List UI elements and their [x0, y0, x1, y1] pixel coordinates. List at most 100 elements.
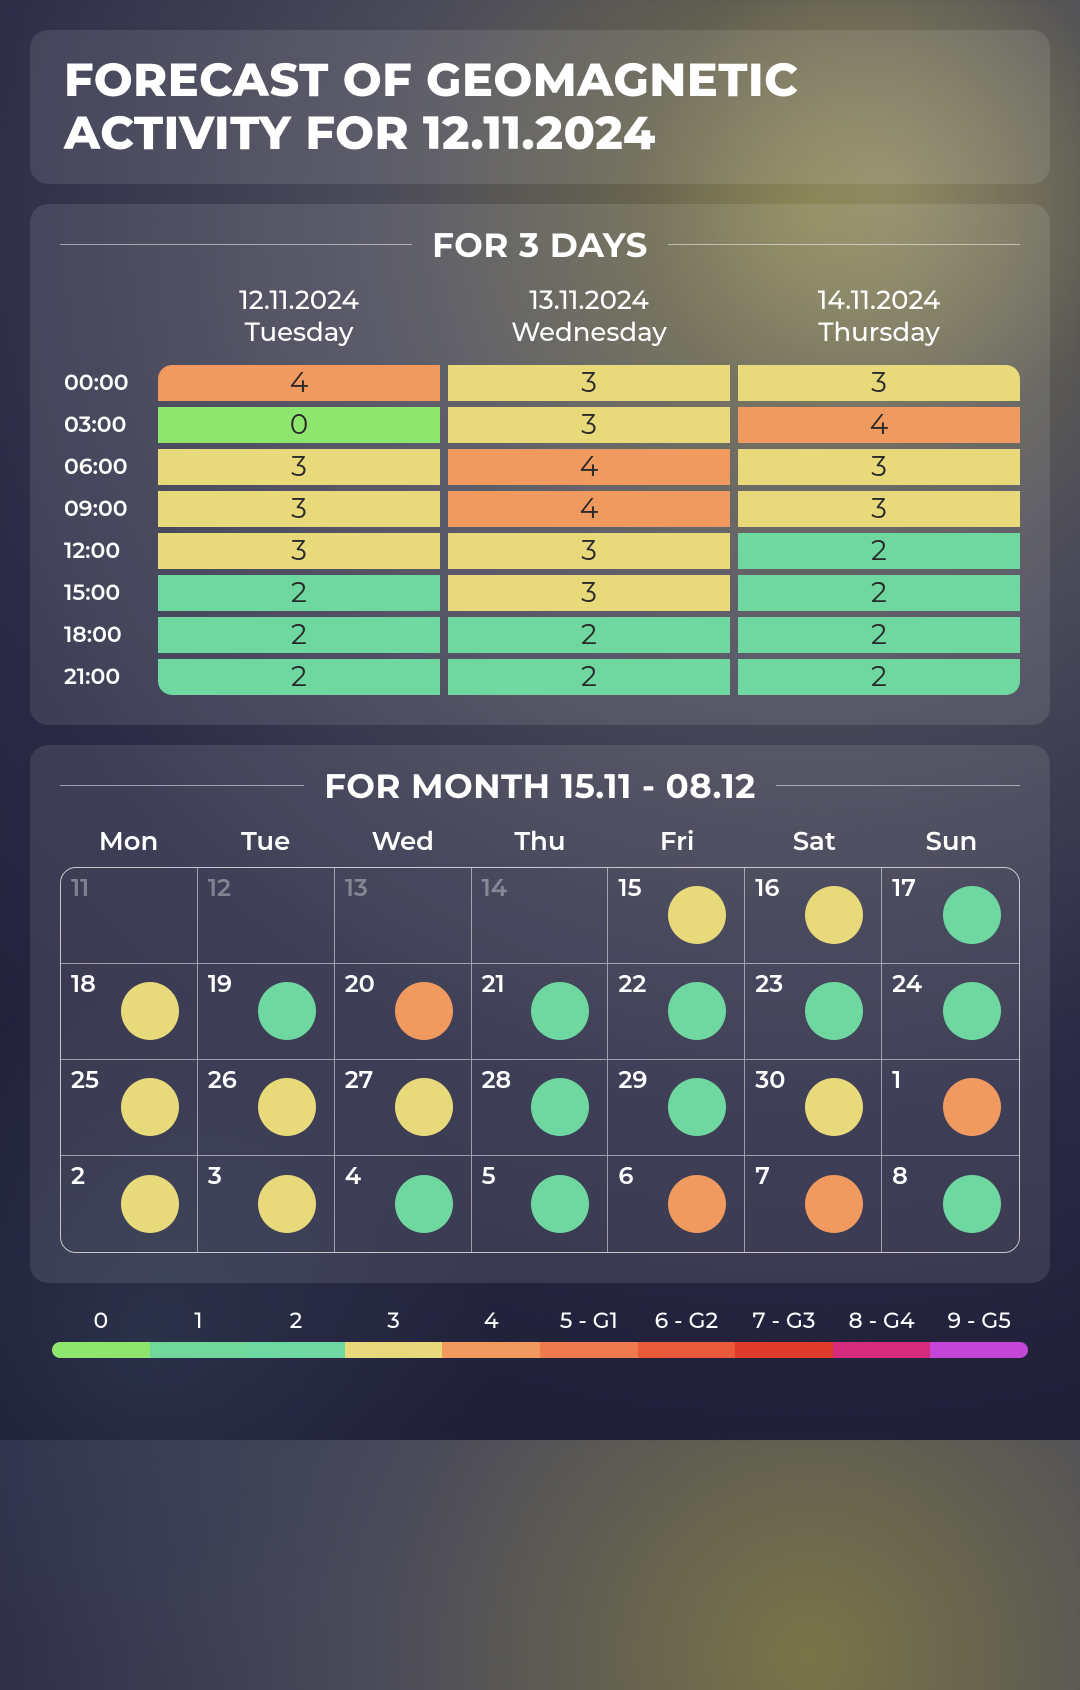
threeday-grid: 12.11.2024Tuesday13.11.2024Wednesday14.1…: [60, 284, 1020, 695]
calendar-grid: 1112131415161718192021222324252627282930…: [60, 867, 1020, 1253]
calendar-cell: 17: [882, 868, 1019, 964]
month-title: FOR MONTH 15.11 - 08.12: [324, 765, 756, 807]
activity-dot: [531, 1078, 589, 1136]
legend-label: 0: [52, 1307, 150, 1334]
calendar-day-number: 29: [618, 1066, 647, 1095]
kp-cell: 4: [448, 449, 730, 485]
calendar-day-number: 22: [618, 970, 646, 999]
calendar-weekday-row: MonTueWedThuFriSatSun: [60, 825, 1020, 857]
calendar-cell: 23: [745, 964, 882, 1060]
kp-cell: 0: [158, 407, 440, 443]
calendar-cell: 13: [335, 868, 472, 964]
activity-dot: [805, 982, 863, 1040]
kp-cell: 4: [158, 365, 440, 401]
legend-label: 2: [247, 1307, 345, 1334]
calendar-cell: 30: [745, 1060, 882, 1156]
page-title: FORECAST OF GEOMAGNETIC ACTIVITY FOR 12.…: [64, 54, 1016, 160]
kp-cell: 3: [448, 407, 730, 443]
activity-dot: [121, 1078, 179, 1136]
calendar-day-number: 18: [71, 970, 96, 999]
calendar-cell: 1: [882, 1060, 1019, 1156]
calendar-day-number: 5: [482, 1162, 496, 1191]
activity-dot: [805, 1175, 863, 1233]
calendar-cell: 3: [198, 1156, 335, 1252]
kp-cell: 3: [158, 533, 440, 569]
kp-cell: 2: [158, 617, 440, 653]
legend-bar: [52, 1342, 1028, 1358]
legend-label: 6 - G2: [638, 1307, 736, 1334]
calendar-cell: 19: [198, 964, 335, 1060]
threeday-title: FOR 3 DAYS: [432, 224, 648, 266]
legend-segment: [540, 1342, 638, 1358]
activity-dot: [668, 1175, 726, 1233]
calendar-cell: 18: [61, 964, 198, 1060]
calendar-day-number: 8: [892, 1162, 908, 1191]
kp-cell: 2: [448, 659, 730, 695]
calendar-cell: 24: [882, 964, 1019, 1060]
calendar-day-number: 12: [208, 874, 231, 903]
calendar-cell: 20: [335, 964, 472, 1060]
kp-cell: 3: [158, 491, 440, 527]
calendar-day-number: 26: [208, 1066, 237, 1095]
legend-label: 8 - G4: [833, 1307, 931, 1334]
hour-label: 15:00: [60, 575, 150, 611]
activity-dot: [805, 1078, 863, 1136]
hour-label: 09:00: [60, 491, 150, 527]
legend-labels: 012345 - G16 - G27 - G38 - G49 - G5: [52, 1307, 1028, 1334]
activity-dot: [943, 1175, 1001, 1233]
threeday-panel: FOR 3 DAYS 12.11.2024Tuesday13.11.2024We…: [30, 204, 1050, 725]
activity-dot: [531, 982, 589, 1040]
calendar-day-number: 19: [208, 970, 232, 999]
calendar-day-number: 4: [345, 1162, 361, 1191]
kp-cell: 3: [738, 365, 1020, 401]
kp-cell: 2: [448, 617, 730, 653]
calendar-cell: 5: [472, 1156, 609, 1252]
divider: [60, 244, 412, 245]
activity-dot: [668, 1078, 726, 1136]
activity-dot: [668, 886, 726, 944]
calendar-day-number: 20: [345, 970, 375, 999]
weekday-label: Wed: [334, 825, 471, 857]
hour-label: 12:00: [60, 533, 150, 569]
legend: 012345 - G16 - G27 - G38 - G49 - G5: [30, 1307, 1050, 1358]
calendar-day-number: 13: [345, 874, 368, 903]
legend-segment: [247, 1342, 345, 1358]
legend-segment: [150, 1342, 248, 1358]
activity-dot: [258, 1175, 316, 1233]
legend-segment: [442, 1342, 540, 1358]
calendar-day-number: 14: [482, 874, 507, 903]
calendar-cell: 14: [472, 868, 609, 964]
activity-dot: [121, 982, 179, 1040]
calendar-day-number: 16: [755, 874, 779, 903]
kp-cell: 3: [158, 449, 440, 485]
legend-segment: [52, 1342, 150, 1358]
day-header: 13.11.2024Wednesday: [448, 284, 730, 359]
calendar-cell: 27: [335, 1060, 472, 1156]
activity-dot: [943, 1078, 1001, 1136]
calendar-day-number: 30: [755, 1066, 785, 1095]
calendar-day-number: 27: [345, 1066, 374, 1095]
calendar-cell: 11: [61, 868, 198, 964]
kp-cell: 2: [738, 659, 1020, 695]
calendar-cell: 21: [472, 964, 609, 1060]
calendar-day-number: 15: [618, 874, 641, 903]
legend-segment: [638, 1342, 736, 1358]
weekday-label: Tue: [197, 825, 334, 857]
calendar-day-number: 17: [892, 874, 916, 903]
calendar-cell: 28: [472, 1060, 609, 1156]
legend-label: 3: [345, 1307, 443, 1334]
activity-dot: [943, 982, 1001, 1040]
legend-label: 7 - G3: [735, 1307, 833, 1334]
calendar-day-number: 25: [71, 1066, 99, 1095]
activity-dot: [121, 1175, 179, 1233]
activity-dot: [395, 1078, 453, 1136]
hour-label: 18:00: [60, 617, 150, 653]
calendar-cell: 16: [745, 868, 882, 964]
day-header: 14.11.2024Thursday: [738, 284, 1020, 359]
activity-dot: [668, 982, 726, 1040]
divider: [60, 785, 304, 786]
calendar-day-number: 23: [755, 970, 783, 999]
kp-cell: 2: [738, 575, 1020, 611]
legend-label: 9 - G5: [930, 1307, 1028, 1334]
calendar-cell: 22: [608, 964, 745, 1060]
